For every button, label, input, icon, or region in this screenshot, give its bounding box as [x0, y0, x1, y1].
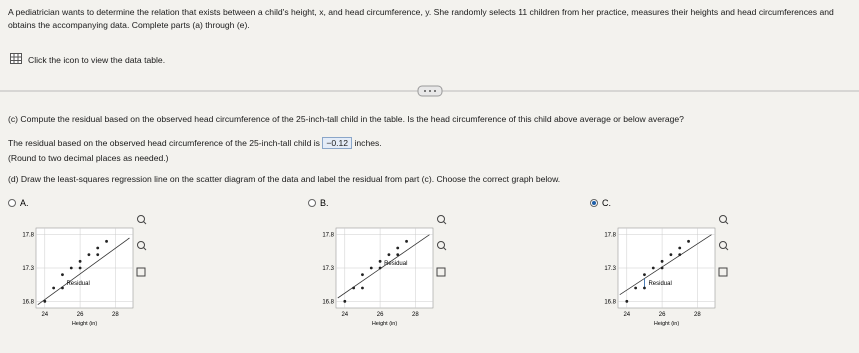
- x-tick-label: 24: [623, 312, 630, 318]
- data-point: [669, 253, 673, 257]
- x-tick-label: 28: [694, 312, 701, 318]
- x-tick-label: 26: [659, 312, 666, 318]
- data-point: [625, 299, 629, 303]
- data-point: [643, 286, 646, 290]
- option-label: B.: [320, 198, 329, 208]
- data-point: [105, 239, 108, 243]
- data-point: [343, 299, 347, 303]
- answer-box[interactable]: −0.12: [322, 137, 353, 149]
- x-tick-label: 26: [77, 312, 84, 318]
- zoom-icon-handle: [443, 221, 447, 225]
- zoom-icon-handle: [725, 247, 729, 251]
- x-axis-label: Height (in): [372, 321, 398, 327]
- data-point: [52, 286, 56, 290]
- data-link[interactable]: Click the icon to view the data table.: [28, 55, 166, 65]
- data-point: [352, 286, 356, 290]
- radio-button[interactable]: [308, 199, 316, 207]
- zoom-icon-handle: [143, 221, 147, 225]
- option-label: A.: [20, 198, 29, 208]
- data-point: [78, 259, 82, 263]
- data-point: [361, 273, 364, 277]
- table-icon[interactable]: [10, 53, 22, 64]
- zoom-icon[interactable]: [437, 215, 445, 223]
- x-axis-label: Height (in): [72, 321, 98, 327]
- data-point: [634, 286, 638, 290]
- data-point: [378, 259, 382, 263]
- data-point: [396, 253, 400, 257]
- data-point: [687, 239, 690, 243]
- round-note: (Round to two decimal places as needed.): [8, 153, 169, 163]
- residual-label: Residual: [384, 261, 407, 267]
- y-tick-label: 17.3: [22, 266, 34, 272]
- intro: A pediatrician wants to determine the re…: [8, 7, 834, 30]
- answer-suffix: inches.: [354, 138, 382, 148]
- zoom-icon-handle: [143, 247, 147, 251]
- radio-selected: [592, 201, 596, 205]
- zoom-icon-handle: [443, 247, 447, 251]
- data-point: [643, 273, 646, 277]
- data-point: [405, 239, 408, 243]
- regression-line: [619, 234, 712, 296]
- zoom-icon[interactable]: [719, 215, 727, 223]
- option-label: C.: [602, 198, 611, 208]
- y-tick-label: 17.3: [604, 266, 616, 272]
- x-tick-label: 24: [41, 312, 48, 318]
- expand-icon[interactable]: [718, 267, 728, 277]
- data-point: [61, 286, 64, 290]
- data-point: [378, 266, 382, 270]
- data-point: [61, 273, 64, 277]
- answer-line: The residual based on the observed head …: [8, 137, 382, 149]
- y-tick-label: 16.8: [322, 299, 334, 305]
- y-tick-label: 17.3: [322, 266, 334, 272]
- x-tick-label: 26: [377, 312, 384, 318]
- regression-line: [37, 237, 130, 305]
- x-axis-label: Height (in): [654, 321, 680, 327]
- data-point: [69, 266, 73, 270]
- options-area: A. 16.8 17.3 17.8 24 26 28 Height (in) Residual B…: [8, 198, 729, 327]
- data-point: [678, 246, 682, 250]
- part-d-question: (d) Draw the least-squares regression li…: [8, 174, 561, 184]
- data-point: [678, 253, 682, 257]
- expand-icon[interactable]: [436, 267, 446, 277]
- y-tick-label: 17.8: [22, 233, 34, 239]
- data-point: [78, 266, 82, 270]
- y-tick-label: 16.8: [604, 299, 616, 305]
- data-point: [43, 299, 47, 303]
- y-tick-label: 16.8: [22, 299, 34, 305]
- x-tick-label: 28: [112, 312, 119, 318]
- zoom-icon[interactable]: [137, 215, 145, 223]
- data-point: [660, 266, 664, 270]
- zoom-icon[interactable]: [137, 241, 145, 249]
- data-point: [369, 266, 373, 270]
- zoom-icon[interactable]: [437, 241, 445, 249]
- part-c-question: (c) Compute the residual based on the ob…: [8, 114, 684, 124]
- y-tick-label: 17.8: [604, 233, 616, 239]
- zoom-icon-handle: [725, 221, 729, 225]
- expand-icon[interactable]: [136, 267, 146, 277]
- residual-label: Residual: [66, 281, 89, 287]
- data-point: [96, 246, 100, 250]
- radio-button[interactable]: [8, 199, 16, 207]
- x-tick-label: 24: [341, 312, 348, 318]
- data-point: [361, 286, 364, 290]
- data-point: [651, 266, 655, 270]
- data-point: [660, 259, 664, 263]
- zoom-icon[interactable]: [719, 241, 727, 249]
- answer-prefix: The residual based on the observed head …: [8, 138, 320, 148]
- data-point: [96, 253, 100, 257]
- data-point: [387, 253, 391, 257]
- y-tick-label: 17.8: [322, 233, 334, 239]
- data-point: [87, 253, 91, 257]
- x-tick-label: 28: [412, 312, 419, 318]
- residual-label: Residual: [648, 281, 671, 287]
- divider: [0, 85, 859, 97]
- data-point: [396, 246, 400, 250]
